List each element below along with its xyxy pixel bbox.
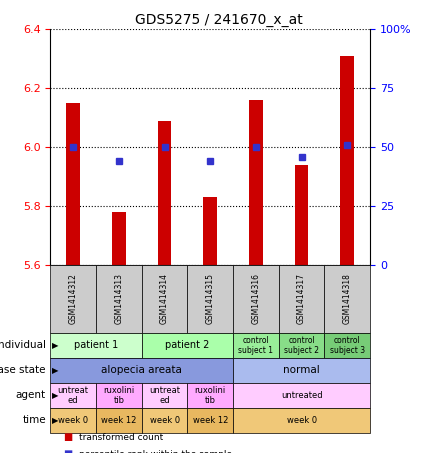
Text: week 12: week 12 [193,416,228,424]
Text: ruxolini
tib: ruxolini tib [103,386,134,405]
Text: GSM1414315: GSM1414315 [206,274,215,324]
Text: ▶: ▶ [52,416,58,424]
Text: week 0: week 0 [58,416,88,424]
Text: ▶: ▶ [52,366,58,375]
Bar [295,165,308,265]
Text: GSM1414316: GSM1414316 [251,274,261,324]
Text: control
subject 1: control subject 1 [238,336,273,355]
Text: normal: normal [283,365,320,376]
Text: GSM1414318: GSM1414318 [343,274,352,324]
Text: week 0: week 0 [149,416,180,424]
Bar [203,197,217,265]
Bar [67,103,80,265]
Text: GSM1414312: GSM1414312 [69,274,78,324]
Text: disease state: disease state [0,365,46,376]
Text: patient 1: patient 1 [74,340,118,351]
Text: GDS5275 / 241670_x_at: GDS5275 / 241670_x_at [135,13,303,27]
Text: untreat
ed: untreat ed [149,386,180,405]
Text: alopecia areata: alopecia areata [101,365,182,376]
Text: ▶: ▶ [52,391,58,400]
Text: GSM1414314: GSM1414314 [160,274,169,324]
Text: ■: ■ [64,432,73,442]
Text: control
subject 2: control subject 2 [284,336,319,355]
Text: individual: individual [0,340,46,351]
Bar [112,212,126,265]
Text: time: time [22,415,46,425]
Text: patient 2: patient 2 [165,340,210,351]
Bar [340,56,354,265]
Text: transformed count: transformed count [79,433,163,442]
Text: control
subject 3: control subject 3 [330,336,365,355]
Text: week 12: week 12 [101,416,137,424]
Text: week 0: week 0 [286,416,317,424]
Text: untreated: untreated [281,391,322,400]
Text: ■: ■ [64,449,73,453]
Text: percentile rank within the sample: percentile rank within the sample [79,450,232,453]
Text: ruxolini
tib: ruxolini tib [194,386,226,405]
Text: ▶: ▶ [52,341,58,350]
Bar [158,120,171,265]
Text: GSM1414313: GSM1414313 [114,274,124,324]
Bar [249,100,263,265]
Text: agent: agent [16,390,46,400]
Text: untreat
ed: untreat ed [58,386,89,405]
Text: GSM1414317: GSM1414317 [297,274,306,324]
